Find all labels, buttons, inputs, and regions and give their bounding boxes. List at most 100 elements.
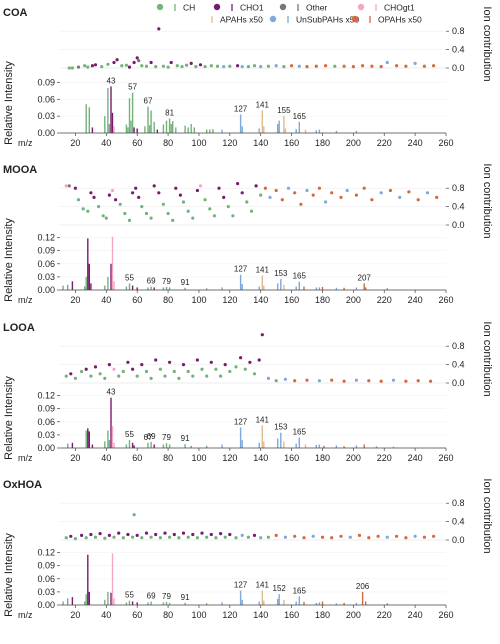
right-axis-label: Ion contribution (481, 6, 493, 81)
x-tick-label: 160 (284, 453, 299, 463)
ion-dot (330, 536, 334, 540)
ion-dot (425, 191, 430, 195)
legend-label: OPAHs x50 (378, 15, 422, 25)
x-tick-label: 100 (191, 453, 206, 463)
x-tick-label: 160 (284, 610, 299, 620)
ion-dot (158, 367, 162, 371)
ion-dot (205, 374, 209, 378)
ion-dot (168, 535, 172, 539)
x-axis-label: m/z (18, 138, 33, 148)
x-tick-label: 160 (284, 295, 299, 305)
ion-dot (388, 188, 392, 193)
ion-dot (92, 195, 96, 199)
left-tick-label: 0.06 (37, 417, 55, 427)
peak-label: 91 (181, 434, 190, 443)
ion-dot (186, 209, 190, 213)
ion-dot (149, 60, 153, 65)
ion-dot (254, 184, 258, 188)
x-tick-label: 140 (253, 453, 268, 463)
panel-coa: COA 0.0 0.4 0.8 Ion contribution 0.00 0.03 0.06… (3, 6, 493, 148)
ion-dot (131, 191, 135, 195)
ion-dot (112, 535, 116, 539)
ion-dot (422, 535, 426, 539)
ion-dot (149, 376, 153, 380)
ion-dot (200, 531, 204, 535)
ion-dot (117, 531, 121, 535)
ion-dot (361, 64, 365, 68)
ion-dot (80, 533, 84, 538)
x-tick-label: 60 (132, 295, 142, 305)
peak-label: 141 (256, 266, 270, 275)
peak-label: 141 (256, 581, 270, 590)
ion-dot (226, 205, 230, 209)
ion-dot (435, 195, 439, 199)
ion-dot (140, 536, 144, 540)
ion-dot (236, 182, 240, 186)
ion-dot (144, 211, 149, 216)
peak-label: 141 (256, 101, 270, 110)
ion-dot (223, 535, 227, 539)
ion-dot (228, 369, 232, 374)
ion-dot (432, 534, 436, 538)
ion-dot (93, 63, 98, 67)
x-tick-label: 120 (222, 138, 237, 148)
ion-dot (67, 184, 71, 188)
peak-label: 67 (144, 97, 153, 106)
ion-dot (144, 369, 149, 374)
panel-title: MOOA (3, 164, 37, 176)
ion-dot (140, 64, 144, 68)
ion-dot (195, 358, 199, 362)
x-tick-label: 60 (132, 138, 142, 148)
panel-title: LOOA (3, 322, 35, 334)
ion-dot (178, 193, 182, 197)
ion-dot (283, 377, 287, 381)
ion-dot (203, 65, 207, 69)
ion-dot (320, 535, 325, 539)
ion-dot (203, 198, 207, 202)
ion-dot (293, 379, 297, 383)
peak-label: 57 (128, 83, 137, 92)
x-axis-label: m/z (18, 453, 33, 463)
ion-dot (149, 216, 153, 220)
peak-label: 79 (162, 277, 171, 286)
ion-dot (404, 536, 408, 540)
ion-dot (195, 536, 199, 540)
right-tick-label: 0.4 (452, 517, 465, 527)
ion-dot (345, 188, 349, 193)
x-axis-label: m/z (18, 610, 33, 620)
x-tick-label: 120 (222, 295, 237, 305)
ion-dot (231, 214, 235, 218)
left-tick-label: 0.00 (37, 443, 55, 453)
ion-dot (149, 535, 153, 539)
ion-dot (152, 184, 156, 188)
ion-dot (299, 202, 303, 206)
ion-dot (132, 60, 136, 65)
right-tick-label: 0.4 (452, 45, 465, 55)
ion-dot (97, 205, 101, 209)
ion-dot (73, 186, 77, 190)
ion-dot (215, 64, 220, 68)
ion-dot (181, 363, 186, 367)
ion-dot (228, 64, 232, 68)
peak-label: 155 (277, 106, 291, 115)
ion-dot (200, 367, 204, 371)
x-axis-label: m/z (18, 295, 33, 305)
ion-dot (135, 56, 139, 60)
peak-label: 127 (234, 265, 248, 274)
ion-dot (177, 376, 181, 380)
ion-dot (245, 200, 249, 204)
ion-dot (76, 198, 81, 202)
ion-dot (252, 372, 257, 376)
ion-dot (214, 367, 218, 371)
x-tick-label: 180 (315, 295, 330, 305)
ion-dot (107, 363, 111, 367)
ion-dot (314, 64, 318, 68)
ion-dot (126, 532, 130, 537)
left-tick-label: 0.06 (37, 94, 55, 104)
x-tick-label: 40 (101, 453, 111, 463)
ion-dot (115, 58, 119, 62)
ion-dot (404, 64, 408, 68)
ion-dot (342, 64, 346, 68)
ion-dot (144, 64, 149, 68)
ion-dot (290, 64, 294, 68)
